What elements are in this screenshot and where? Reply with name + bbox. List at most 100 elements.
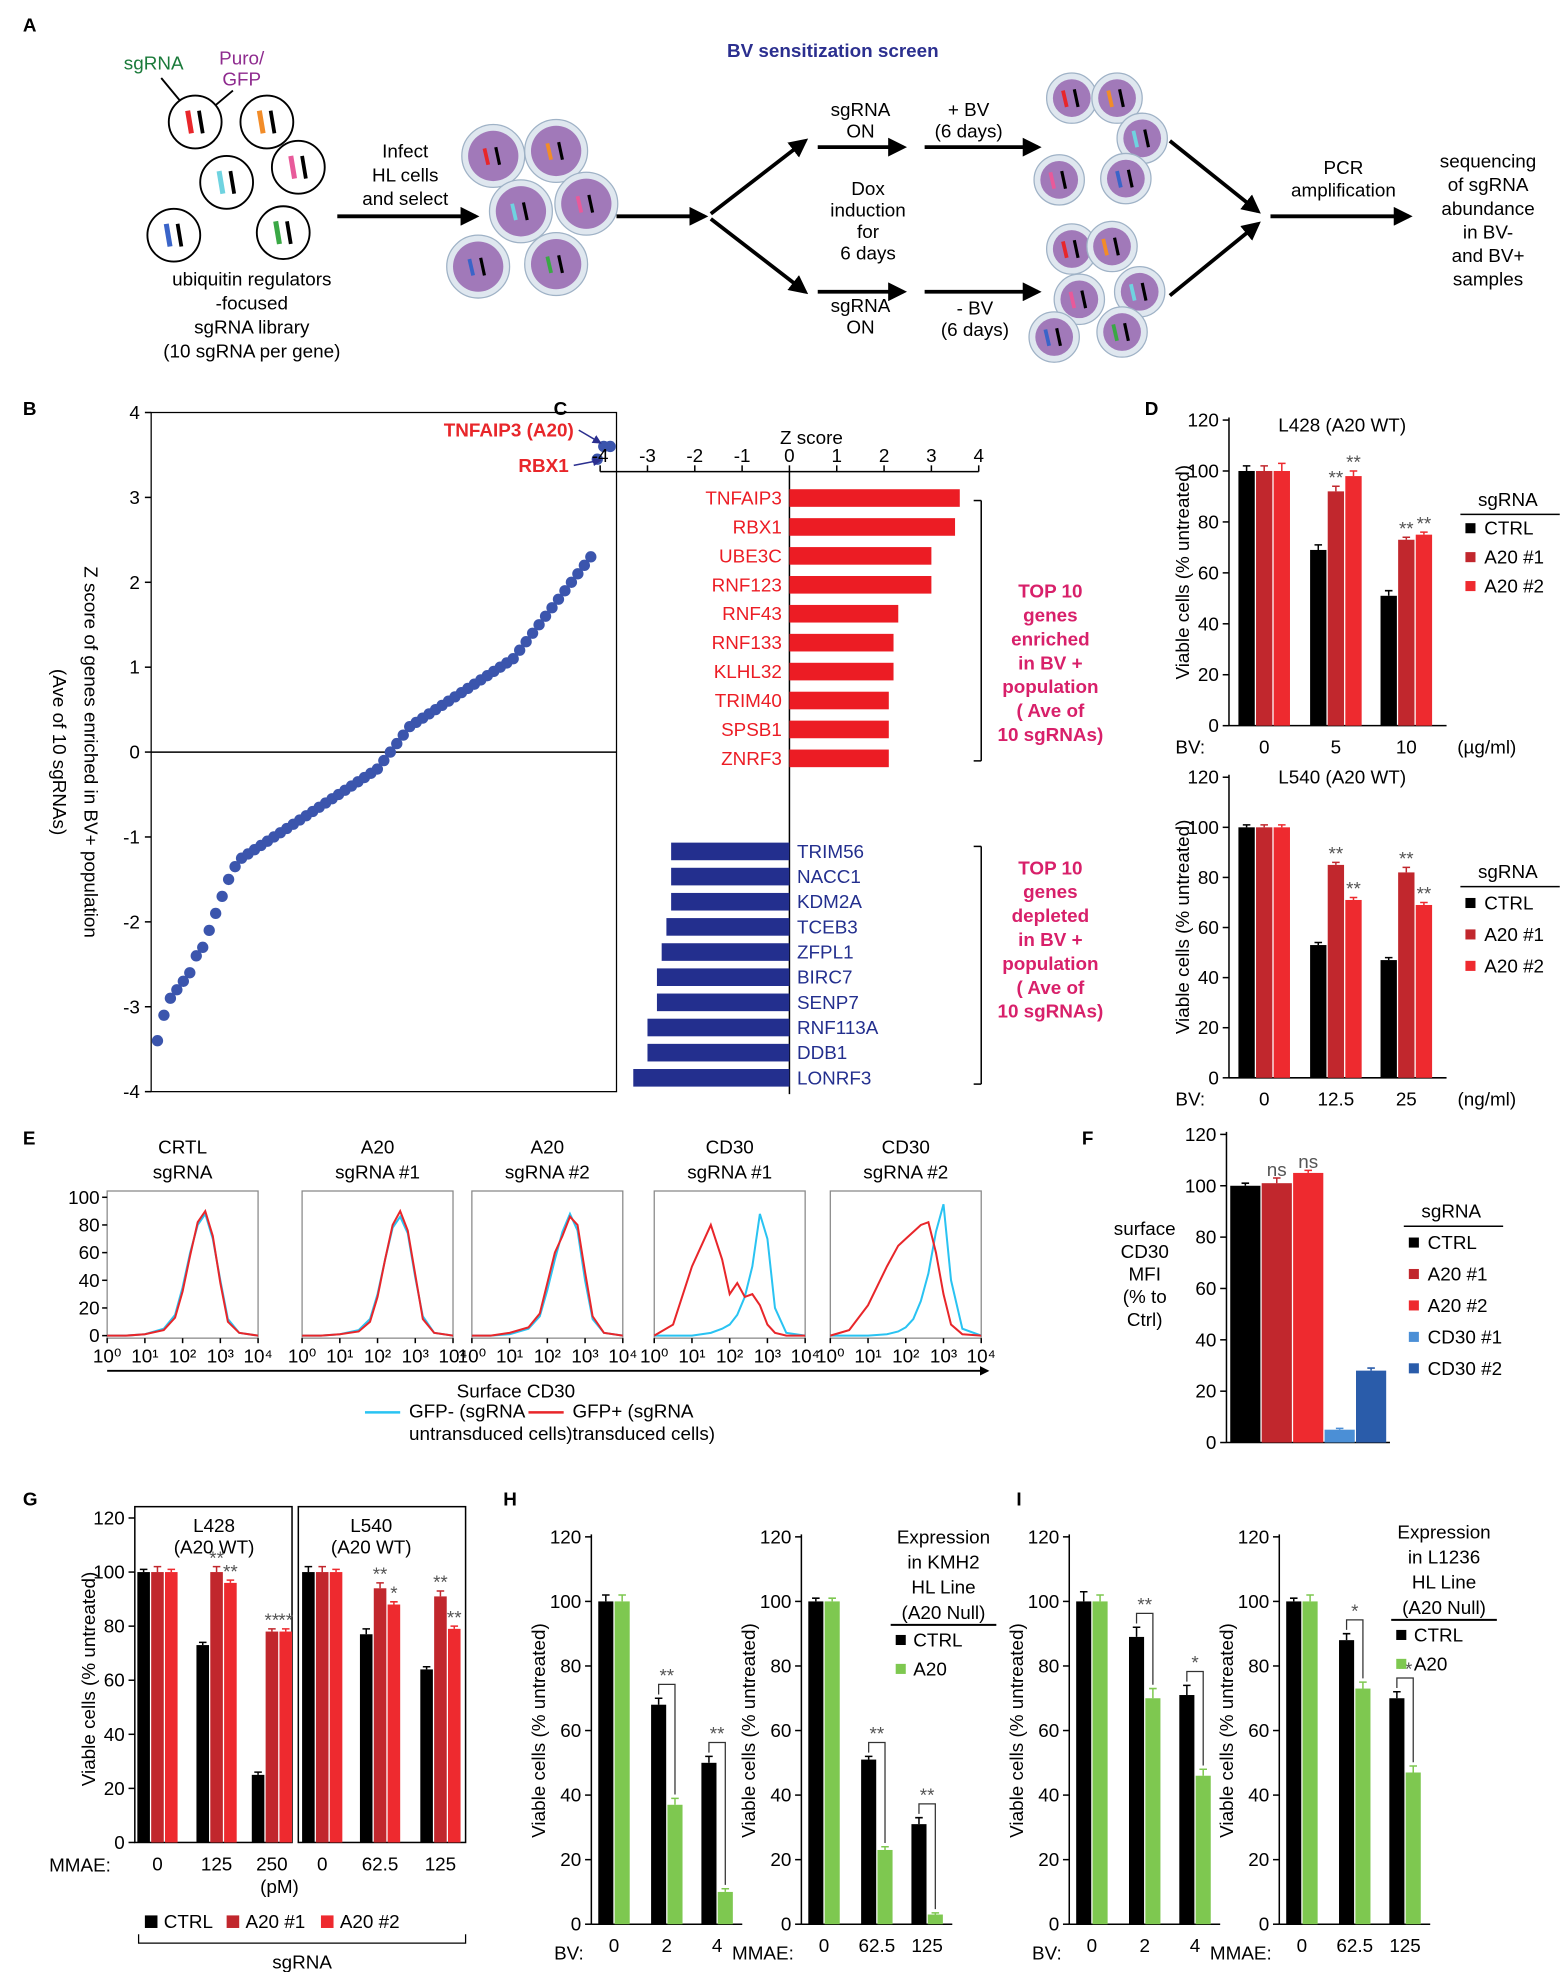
error-bar	[1260, 465, 1268, 471]
category-label: RNF123	[712, 574, 782, 595]
legend-title: sgRNA	[1478, 489, 1538, 510]
label: + BV	[948, 99, 990, 120]
error-bar	[1384, 956, 1393, 961]
panel-letter: C	[554, 398, 568, 419]
panel-letter: E	[23, 1128, 36, 1149]
sgrna-bar	[163, 223, 173, 247]
group-note: depleted	[1012, 905, 1090, 926]
y-tick-label: 0	[1049, 1914, 1060, 1935]
histogram-curve	[302, 1214, 454, 1337]
bar	[315, 1572, 329, 1843]
chart-title: sgRNA #2	[863, 1162, 948, 1183]
panel-letter: F	[1082, 1128, 1094, 1149]
y-tick-label: 100	[1028, 1591, 1059, 1612]
puro-bar	[521, 202, 529, 221]
bar	[911, 1824, 927, 1925]
significance: **	[1417, 883, 1432, 904]
legend-label: CTRL	[913, 1629, 962, 1650]
bar	[151, 1572, 164, 1843]
y-tick-label: 80	[79, 1214, 100, 1235]
bar	[137, 1572, 150, 1843]
x-axis-label: Surface CD30	[457, 1380, 575, 1401]
error-bar	[705, 1755, 713, 1763]
category-label: ZFPL1	[797, 942, 854, 963]
significance: **	[209, 1547, 224, 1568]
label: sgRNA	[831, 295, 891, 316]
error-bar	[226, 1579, 235, 1583]
sgrna-bar	[256, 110, 266, 134]
category-label: TRIM56	[797, 841, 864, 862]
x-tick-label: 10²	[364, 1345, 391, 1366]
puro-bar	[1118, 88, 1125, 108]
arrow	[1168, 221, 1261, 298]
y-tick-label: 0	[114, 1832, 125, 1853]
y-tick-label: 40	[1198, 967, 1219, 988]
bar	[717, 1891, 733, 1925]
legend-label: A20 #2	[1484, 955, 1544, 976]
sgrna-bar	[1101, 238, 1109, 256]
error-bar	[671, 1797, 679, 1805]
bar	[789, 518, 956, 536]
significance: **	[265, 1610, 280, 1631]
bar	[1355, 1688, 1371, 1925]
chart-title: L428 (A20 WT)	[1278, 415, 1406, 436]
bar	[1179, 1695, 1195, 1925]
bar	[1273, 470, 1290, 726]
y-tick-label: 120	[1185, 1124, 1216, 1145]
bar	[1415, 534, 1433, 726]
label: 6 days	[840, 242, 896, 263]
vector	[146, 207, 202, 263]
legend-swatch	[1465, 581, 1476, 592]
label: ON	[846, 120, 874, 141]
puro-bar	[1126, 169, 1134, 188]
error-bar	[436, 1590, 445, 1597]
y-tick-label: 0	[1208, 1067, 1219, 1088]
category-label: TCEB3	[797, 916, 858, 937]
significance: *	[1191, 1652, 1199, 1673]
category-label: LONRF3	[797, 1067, 871, 1088]
label: abundance	[1441, 198, 1534, 219]
x-tick-label: 10³	[207, 1345, 234, 1366]
bar	[434, 1596, 447, 1843]
error-bar	[304, 1565, 313, 1573]
y-tick-label: -2	[123, 911, 140, 932]
legend-swatch	[1408, 1237, 1419, 1248]
bar	[224, 1582, 237, 1843]
point	[197, 941, 209, 953]
error-bar	[362, 1628, 371, 1635]
y-tick-label: 60	[104, 1670, 125, 1691]
error-bar	[1278, 824, 1286, 828]
y-tick-label: 60	[1198, 562, 1219, 583]
legend-swatch	[1396, 1658, 1407, 1669]
sgrna-bar	[1106, 90, 1114, 108]
bar	[671, 867, 790, 886]
bar	[647, 1018, 790, 1037]
vector	[167, 94, 223, 150]
x-tick-label: -2	[686, 445, 703, 466]
significance: **	[1329, 843, 1344, 864]
x-tick-label: 1	[832, 445, 843, 466]
x-tick-label: 0	[152, 1853, 163, 1874]
plot-frame	[106, 1190, 259, 1339]
x-tick-label: 125	[201, 1853, 232, 1874]
bar	[1128, 1636, 1145, 1925]
significance: **	[1329, 467, 1344, 488]
bar	[373, 1588, 387, 1843]
point	[546, 602, 558, 614]
puro-bar	[268, 110, 277, 134]
histogram-curve	[302, 1208, 454, 1337]
plot-frame	[301, 1190, 454, 1339]
legend-swatch	[1465, 523, 1476, 534]
y-tick-label: 1	[129, 657, 140, 678]
x-tick-label: 0	[1259, 737, 1270, 758]
x-axis-label: MMAE:	[1210, 1943, 1272, 1964]
error-bar	[602, 1594, 610, 1602]
legend-title: sgRNA	[272, 1951, 332, 1972]
legend-swatch	[1465, 552, 1476, 563]
category-label: TNFAIP3	[705, 488, 782, 509]
x-tick-label: 10⁴	[608, 1345, 637, 1366]
point	[507, 653, 519, 665]
label: for	[857, 221, 879, 242]
legend-label: A20	[1414, 1653, 1448, 1674]
sgrna-bar	[1111, 324, 1119, 342]
